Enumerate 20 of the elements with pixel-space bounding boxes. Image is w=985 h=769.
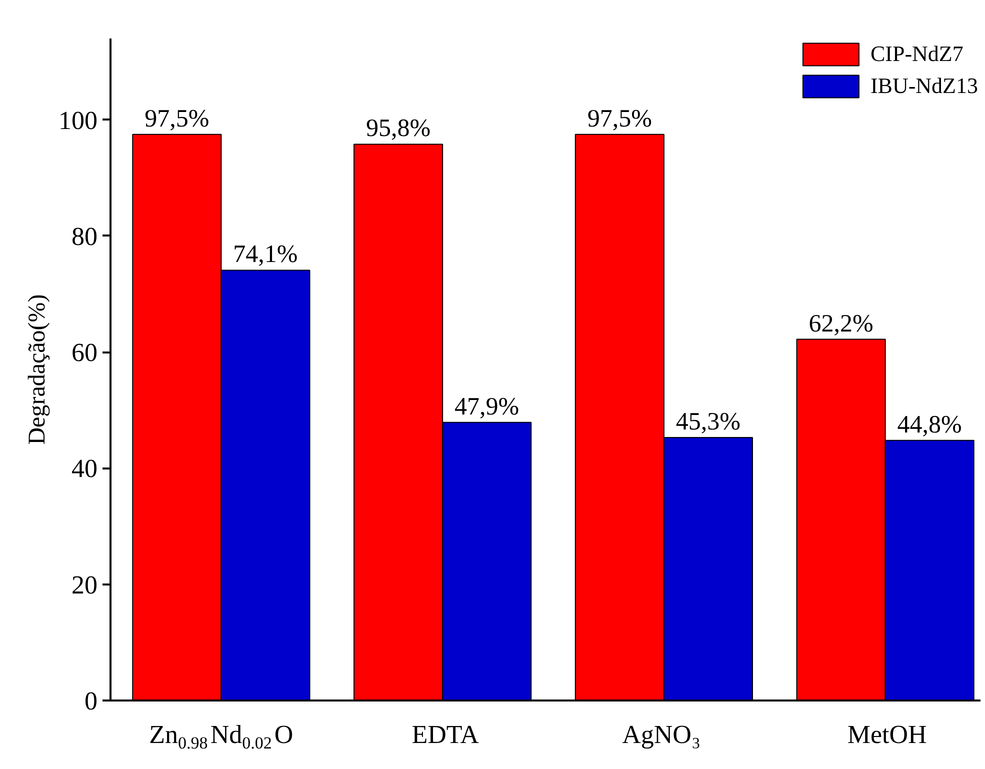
- y-tick-label: 40: [72, 454, 98, 484]
- y-tick-label: 80: [72, 222, 98, 251]
- legend-label: CIP-NdZ7: [870, 41, 964, 67]
- y-tick-label: 100: [58, 106, 98, 135]
- data-label: 47,9%: [454, 393, 520, 420]
- data-label: 44,8%: [897, 411, 962, 438]
- data-label: 74,1%: [233, 241, 298, 268]
- y-tick-label: 60: [72, 338, 98, 368]
- x-tick-label: EDTA: [412, 720, 480, 749]
- data-label: 95,8%: [366, 115, 431, 142]
- data-label: 97,5%: [144, 105, 210, 132]
- x-tick-label: MetOH: [847, 720, 927, 749]
- y-tick-label: 20: [72, 570, 98, 600]
- legend-label: IBU-NdZ13: [870, 73, 978, 99]
- y-tick-label: 0: [84, 686, 98, 716]
- x-tick-label: AgNO₃: [622, 720, 701, 749]
- y-axis-title: Degradação(%): [24, 294, 50, 445]
- data-label: 62,2%: [808, 310, 874, 338]
- data-label: 97,5%: [587, 105, 652, 132]
- data-label: 45,3%: [676, 408, 740, 436]
